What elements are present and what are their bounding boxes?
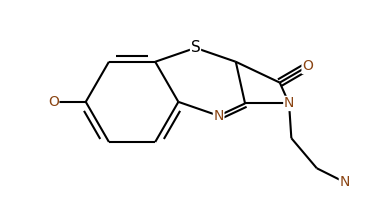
Text: S: S (191, 40, 200, 55)
Text: O: O (48, 95, 59, 109)
Text: N: N (339, 175, 350, 189)
Text: N: N (284, 96, 294, 111)
Text: N: N (213, 109, 224, 123)
Text: O: O (302, 59, 313, 73)
